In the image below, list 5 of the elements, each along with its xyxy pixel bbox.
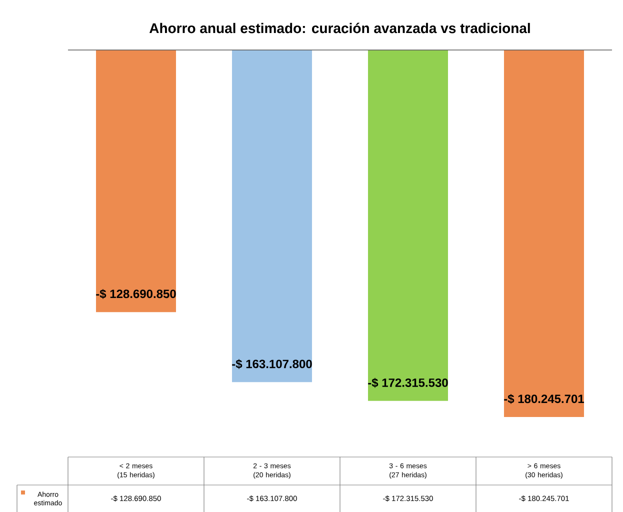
data-label: -$ 172.315.530 (368, 378, 448, 388)
data-label: -$ 163.107.800 (232, 359, 312, 369)
data-label: -$ 180.245.701 (504, 394, 584, 404)
data-label: -$ 128.690.850 (96, 289, 176, 299)
chart-title: Ahorro anual estimado: curación avanzada vs tradicional (149, 22, 530, 34)
